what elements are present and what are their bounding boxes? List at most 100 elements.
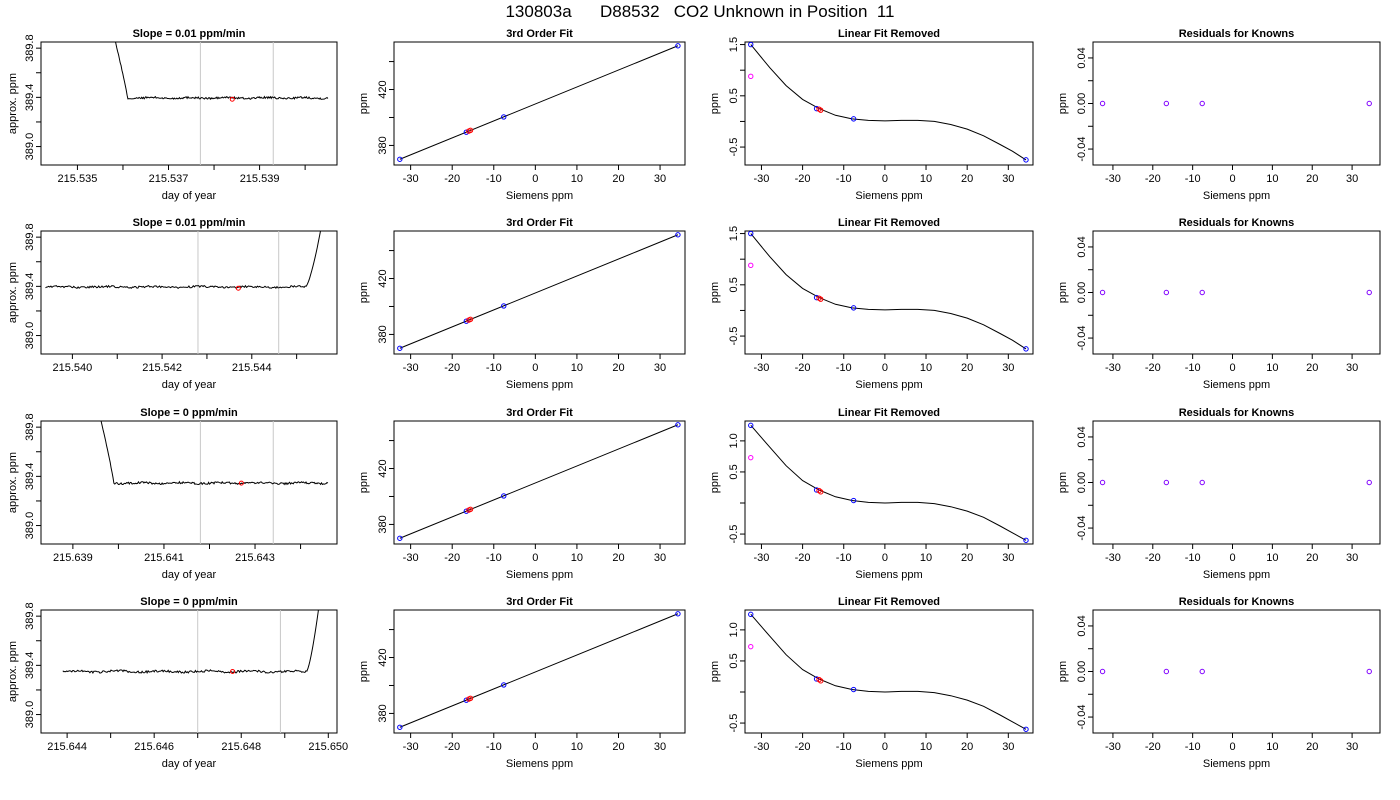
- y-tick-label: -0.5: [728, 138, 740, 157]
- x-tick-label: 215.641: [144, 552, 184, 564]
- plot-frame: [40, 41, 338, 166]
- x-tick-label: 0: [882, 173, 888, 185]
- known-point: [397, 156, 403, 162]
- known-point: [501, 682, 507, 688]
- x-tick-label: 10: [920, 173, 932, 185]
- x-tick-label: -30: [403, 741, 419, 753]
- panel-r1-c1: 3rd Order Fit -30 -20 -10 0 10 20 30 380 420 Sieme…: [358, 217, 686, 391]
- known-point: [1366, 100, 1372, 107]
- known-point: [1199, 289, 1205, 296]
- known-point: [501, 303, 507, 309]
- x-tick-label: 215.542: [142, 362, 182, 374]
- known-point: [1366, 479, 1372, 486]
- x-tick-label: 10: [1266, 741, 1278, 753]
- known-point: [850, 305, 857, 311]
- x-tick-label: -30: [403, 552, 419, 564]
- y-axis-label: approx. ppm: [7, 452, 19, 513]
- known-point: [675, 611, 681, 617]
- y-tick-label: 380: [377, 136, 389, 154]
- known-point: [748, 422, 754, 429]
- x-tick-label: 215.646: [134, 741, 174, 753]
- extra-point: [748, 643, 754, 650]
- y-tick-label: 1.5: [728, 37, 740, 52]
- y-tick-label: -0.5: [728, 327, 740, 346]
- x-tick-label: -30: [1105, 362, 1121, 374]
- x-tick-label: 20: [961, 552, 973, 564]
- x-tick-label: -10: [836, 741, 852, 753]
- y-axis-label: ppm: [1057, 93, 1069, 114]
- x-tick-label: 215.650: [308, 741, 348, 753]
- panel-r1-c2: Linear Fit Removed -30 -20 -10 0 10 20 30 -0.5 0.…: [709, 217, 1034, 391]
- panel-title: Slope = 0.01 ppm/min: [133, 28, 246, 40]
- y-tick-label: 389.4: [24, 273, 36, 301]
- fit-line: [399, 234, 679, 349]
- y-tick-label: 0.04: [1076, 236, 1088, 257]
- x-tick-label: 10: [920, 362, 932, 374]
- known-point: [748, 611, 754, 618]
- x-tick-label: 20: [1306, 741, 1318, 753]
- panel-title: Linear Fit Removed: [838, 407, 940, 419]
- known-point: [501, 493, 507, 499]
- x-tick-label: 0: [1229, 362, 1235, 374]
- x-tick-label: 215.644: [47, 741, 87, 753]
- extra-point: [748, 454, 754, 461]
- y-tick-label: -0.04: [1076, 516, 1088, 541]
- panel-title: Linear Fit Removed: [838, 596, 940, 608]
- known-point: [1023, 157, 1029, 163]
- plot-frame: [744, 420, 1034, 545]
- plot-frame: [744, 230, 1034, 355]
- known-point: [1023, 346, 1029, 352]
- plot-frame: [393, 420, 686, 545]
- y-tick-label: 380: [377, 704, 389, 722]
- x-tick-label: -30: [1105, 552, 1121, 564]
- x-axis-label: Siemens ppm: [855, 569, 922, 581]
- plot-frame: [1092, 609, 1381, 734]
- x-tick-label: 10: [920, 552, 932, 564]
- x-axis-label: Siemens ppm: [855, 379, 922, 391]
- x-tick-label: 10: [1266, 552, 1278, 564]
- y-tick-label: 0.5: [728, 88, 740, 103]
- x-tick-label: -20: [795, 552, 811, 564]
- plot-frame: [40, 420, 338, 545]
- y-tick-label: -0.04: [1076, 326, 1088, 351]
- known-point: [1023, 537, 1029, 543]
- y-tick-label: 420: [377, 648, 389, 666]
- x-tick-label: -20: [444, 741, 460, 753]
- panel-r2-c3: Residuals for Knowns -30 -20 -10 0 10 20 30 -0.0…: [1057, 407, 1381, 581]
- x-tick-label: 30: [654, 362, 666, 374]
- y-tick-label: -0.04: [1076, 705, 1088, 730]
- fit-curve: [750, 233, 1027, 350]
- known-point: [1366, 289, 1372, 296]
- known-point: [397, 724, 403, 730]
- x-tick-label: -10: [1185, 741, 1201, 753]
- known-point: [1099, 479, 1106, 486]
- x-tick-label: 30: [1002, 362, 1014, 374]
- y-tick-label: -0.04: [1076, 137, 1088, 162]
- x-tick-label: -30: [754, 741, 770, 753]
- known-point: [748, 42, 754, 48]
- x-tick-label: 20: [612, 173, 624, 185]
- plot-frame: [1092, 41, 1381, 166]
- x-tick-label: 0: [882, 552, 888, 564]
- x-tick-label: 0: [1229, 552, 1235, 564]
- y-tick-label: 0.00: [1076, 472, 1088, 493]
- x-tick-label: 30: [1002, 741, 1014, 753]
- plot-frame: [744, 41, 1034, 166]
- unknown-point: [467, 316, 474, 323]
- fit-line: [399, 45, 679, 160]
- y-tick-label: -0.5: [728, 714, 740, 733]
- y-tick-label: 0.5: [728, 277, 740, 292]
- x-tick-label: -30: [403, 362, 419, 374]
- y-tick-label: 389.8: [24, 223, 36, 251]
- plot-frame: [744, 609, 1034, 734]
- panel-title: Linear Fit Removed: [838, 217, 940, 229]
- x-tick-label: 20: [1306, 362, 1318, 374]
- x-tick-label: -10: [486, 362, 502, 374]
- x-tick-label: 0: [532, 552, 538, 564]
- plot-frame: [40, 609, 338, 734]
- y-axis-label: ppm: [1057, 282, 1069, 303]
- x-tick-label: -10: [486, 173, 502, 185]
- x-tick-label: -10: [836, 362, 852, 374]
- known-point: [850, 116, 857, 122]
- y-tick-label: 1.0: [728, 433, 740, 448]
